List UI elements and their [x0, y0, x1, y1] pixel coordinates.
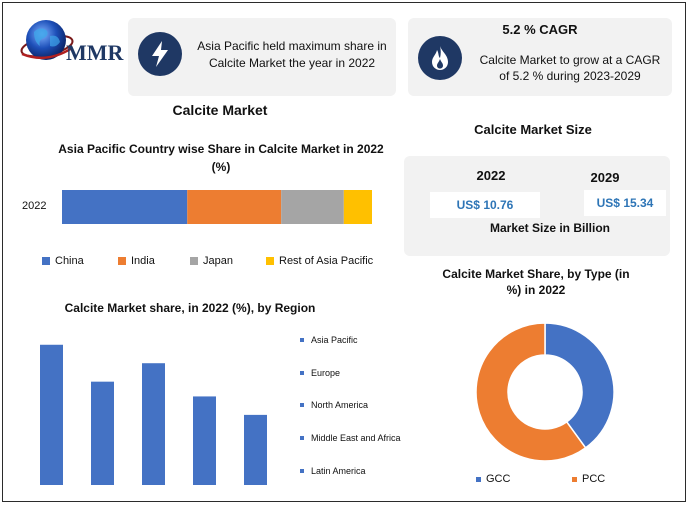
- legend-swatch: [118, 257, 126, 265]
- region-legend-item-asia-pacific: Asia Pacific: [300, 335, 358, 345]
- type-donut-chart: [475, 322, 615, 462]
- legend-label: Latin America: [311, 465, 366, 476]
- stacked-segment-india: [187, 190, 282, 224]
- legend-label: GCC: [486, 473, 511, 485]
- legend-bullet: [300, 436, 304, 441]
- region-chart-title: Calcite Market share, in 2022 (%), by Re…: [64, 301, 316, 315]
- legend-swatch: [190, 257, 198, 265]
- region-legend-item-latin-america: Latin America: [300, 466, 366, 476]
- legend-item-japan: Japan: [190, 255, 233, 267]
- region-legend-item-north-america: North America: [300, 400, 368, 410]
- market-size-unit: Market Size in Billion: [489, 221, 611, 235]
- flame-icon: [418, 36, 462, 80]
- legend-swatch: [42, 257, 50, 265]
- region-bar-asia-pacific: [40, 344, 63, 485]
- legend-swatch: [572, 476, 577, 482]
- stacked-segment-china: [62, 190, 188, 224]
- logo: MMR: [10, 14, 135, 70]
- legend-label: Rest of Asia Pacific: [279, 255, 374, 267]
- legend-swatch: [266, 257, 274, 265]
- lightning-icon: [138, 32, 182, 76]
- stacked-segment-japan: [281, 190, 344, 224]
- region-legend-item-europe: Europe: [300, 368, 340, 378]
- legend-label: Middle East and Africa: [311, 433, 401, 444]
- fact-cagr-text: Calcite Market to grow at a CAGR of 5.2 …: [479, 53, 661, 83]
- region-bar-latin-america: [244, 414, 267, 485]
- legend-item-india: India: [118, 255, 155, 267]
- value-2022: US$ 10.76: [430, 192, 540, 218]
- donut-chart-title: Calcite Market Share, by Type (in %) in …: [442, 267, 630, 297]
- legend-label: Japan: [203, 255, 233, 267]
- logo-text: MMR: [66, 40, 124, 65]
- legend-label: North America: [311, 400, 369, 411]
- stacked-category-label: 2022: [22, 200, 47, 212]
- legend-label: PCC: [582, 473, 606, 485]
- donut-slice-gcc: [544, 322, 615, 449]
- legend-item-china: China: [42, 255, 84, 267]
- region-bar-middle-east-and-africa: [193, 396, 216, 485]
- legend-label: India: [131, 255, 155, 267]
- fact-share-text: Asia Pacific held maximum share in Calci…: [197, 39, 387, 70]
- region-bar-europe: [91, 381, 114, 485]
- legend-swatch: [476, 476, 481, 482]
- legend-bullet: [300, 338, 304, 342]
- donut-legend-item-pcc: PCC: [572, 473, 605, 485]
- region-bar-chart: [40, 344, 267, 485]
- legend-bullet: [300, 403, 304, 408]
- legend-label: Asia Pacific: [311, 335, 358, 345]
- legend-bullet: [300, 370, 304, 375]
- donut-legend-item-gcc: GCC: [476, 473, 510, 485]
- legend-label: Europe: [311, 367, 341, 378]
- legend-label: China: [55, 255, 84, 267]
- stacked-segment-rest-of-asia-pacific: [343, 190, 372, 224]
- donut-slice-pcc: [475, 322, 587, 462]
- year-2029-label: 2029: [590, 170, 620, 185]
- market-size-title: Calcite Market Size: [474, 122, 592, 137]
- region-legend-item-middle-east-and-africa: Middle East and Africa: [300, 433, 401, 443]
- region-bar-north-america: [142, 363, 165, 485]
- legend-item-rest-of-asia-pacific: Rest of Asia Pacific: [266, 255, 373, 267]
- cagr-title: 5.2 % CAGR: [502, 22, 578, 37]
- stacked-chart-title: Asia Pacific Country wise Share in Calci…: [58, 142, 384, 174]
- year-2022-label: 2022: [476, 168, 506, 183]
- globe-icon: [20, 20, 74, 60]
- stacked-bar-chart: [62, 190, 372, 224]
- value-2029: US$ 15.34: [584, 190, 666, 216]
- page-title: Calcite Market: [172, 102, 268, 118]
- legend-bullet: [300, 468, 304, 473]
